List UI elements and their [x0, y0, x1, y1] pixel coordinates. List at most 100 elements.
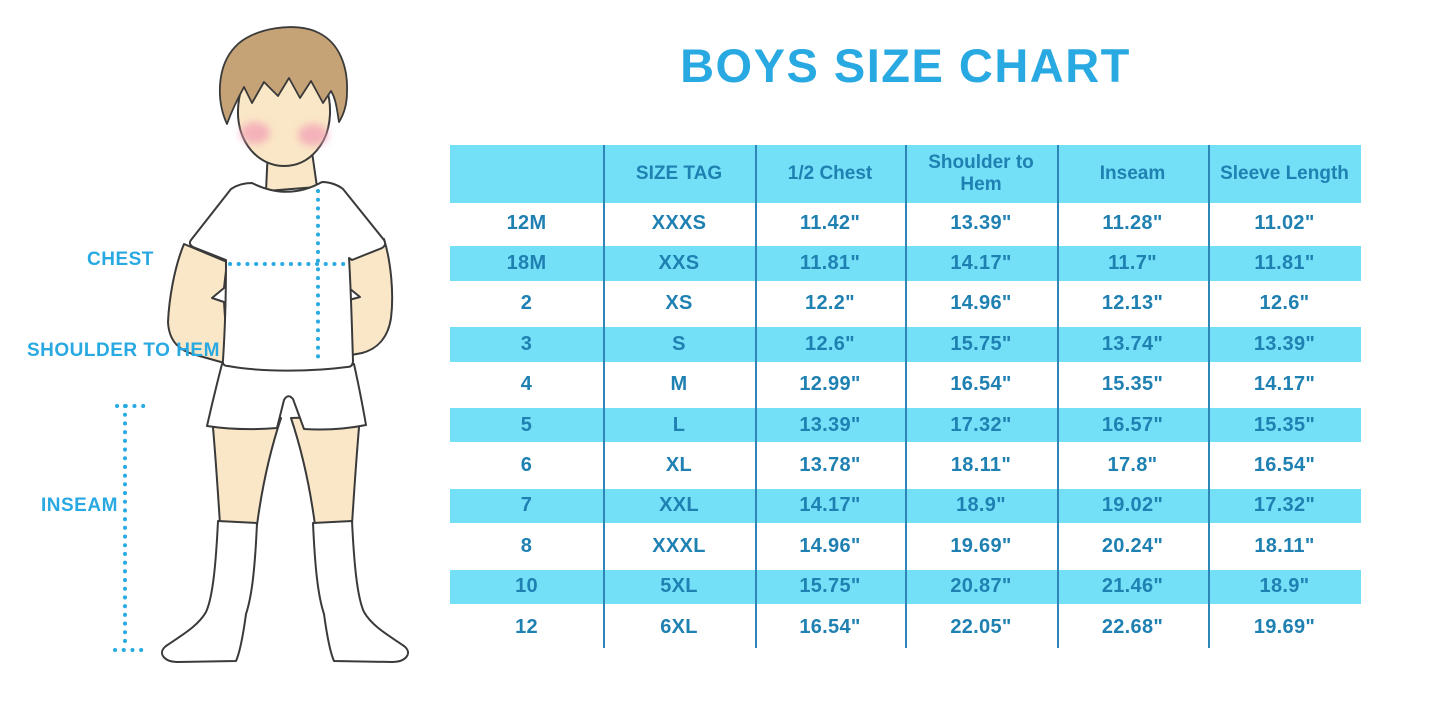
measurement-cell: 15.75": [905, 324, 1057, 365]
measurement-cell: 16.54": [1253, 454, 1316, 477]
size-cell: 12: [515, 615, 538, 638]
size-cell: 2: [520, 292, 533, 315]
left-leg: [211, 415, 282, 526]
size-cell: 6: [520, 454, 533, 477]
measurement-cell: 22.68": [1101, 615, 1164, 638]
measurement-cell: 13.39": [755, 404, 905, 446]
right-sock: [312, 520, 409, 663]
column-header: 1/2 Chest: [755, 145, 905, 203]
right-leg: [290, 415, 361, 526]
measurement-cell: 18.9": [905, 485, 1057, 527]
table-row: 12 6XL 16.54" 22.05" 22.68" 19.69": [450, 607, 1361, 647]
measurement-cell: 21.46": [1057, 566, 1208, 607]
measurement-cell: 17.32": [1208, 485, 1361, 527]
measurement-cell: 15.35": [1208, 404, 1361, 446]
column-divider: [755, 145, 757, 648]
table-row: 5 L 13.39" 17.32" 16.57" 15.35": [450, 404, 1361, 446]
measurement-cell: 15.35": [1101, 373, 1164, 396]
measurement-cell: 14.17": [755, 485, 905, 527]
measurement-cell: 19.69": [1253, 615, 1316, 638]
size-cell: 10: [450, 566, 603, 607]
measurement-cell: 17.32": [905, 404, 1057, 446]
column-divider: [905, 145, 907, 648]
measurement-cell: 12.99": [799, 373, 861, 396]
size-cell: 7: [450, 485, 603, 527]
size-table-container: SIZE TAG 1/2 Chest Shoulder to Hem Inseam Sl…: [450, 145, 1361, 648]
measurement-cell: 12.6": [1259, 292, 1310, 315]
measurement-cell: 18.11": [950, 454, 1012, 477]
table-row: 4 M 12.99" 16.54" 15.35" 14.17": [450, 365, 1361, 405]
measurement-cell: XS: [665, 292, 693, 315]
measurement-cell: 18.9": [1208, 566, 1361, 607]
table-row: 18M XXS 11.81" 14.17" 11.7" 11.81": [450, 243, 1361, 284]
measurement-cell: 12.13": [1101, 292, 1164, 315]
measurement-cell: 11.42": [799, 211, 861, 234]
measurement-cell: 14.96": [799, 534, 861, 557]
size-table: SIZE TAG 1/2 Chest Shoulder to Hem Inseam Sl…: [450, 145, 1361, 647]
measurement-cell: 11.28": [1102, 211, 1163, 234]
column-header: Shoulder to Hem: [905, 145, 1057, 203]
measurement-cell: 12.6": [755, 324, 905, 365]
measurement-cell: 16.57": [1057, 404, 1208, 446]
measurement-cell: XXL: [603, 485, 755, 527]
left-arm: [167, 243, 229, 365]
measurement-cell: 12.2": [805, 292, 855, 315]
left-sock: [161, 520, 258, 663]
table-row: 3 S 12.6" 15.75" 13.74" 13.39": [450, 324, 1361, 365]
measurement-cell: 14.96": [950, 292, 1012, 315]
measurement-cell: 16.54": [799, 615, 861, 638]
measurement-cell: XXXL: [652, 534, 706, 557]
chest-label: CHEST: [87, 249, 154, 270]
measurement-cell: 19.69": [950, 534, 1012, 557]
right-cheek-blush: [298, 124, 328, 146]
page-title: BOYS SIZE CHART: [680, 39, 1131, 92]
size-cell: 4: [520, 373, 533, 396]
boy-measurement-illustration: [113, 26, 409, 663]
size-cell: 8: [520, 534, 533, 557]
left-cheek-blush: [240, 122, 270, 144]
size-cell: 12M: [506, 211, 547, 234]
measurement-cell: M: [670, 373, 688, 396]
measurement-cell: 13.78": [799, 454, 861, 477]
column-divider: [1208, 145, 1210, 648]
measurement-cell: 13.74": [1057, 324, 1208, 365]
measurement-cell: 18.11": [1254, 534, 1315, 557]
measurement-cell: 20.24": [1101, 534, 1164, 557]
shoulder-to-hem-label: SHOULDER TO HEM: [27, 340, 220, 361]
t-shirt: [188, 181, 387, 372]
measurement-cell: S: [603, 324, 755, 365]
measurement-cell: 14.17": [1253, 373, 1316, 396]
measurement-cell: 11.7": [1057, 243, 1208, 284]
size-cell: 5: [450, 404, 603, 446]
table-row: 8 XXXL 14.96" 19.69" 20.24" 18.11": [450, 526, 1361, 566]
measurement-cell: XL: [665, 454, 693, 477]
size-cell: 3: [450, 324, 603, 365]
measurement-cell: 13.39": [1208, 324, 1361, 365]
table-row: 6 XL 13.78" 18.11" 17.8" 16.54": [450, 445, 1361, 485]
measurement-cell: 6XL: [660, 615, 698, 638]
shorts: [206, 363, 367, 431]
table-row: 10 5XL 15.75" 20.87" 21.46" 18.9": [450, 566, 1361, 607]
measurement-cell: 13.39": [950, 211, 1012, 234]
measurement-cell: XXXS: [651, 211, 707, 234]
measurement-cell: XXS: [603, 243, 755, 284]
measurement-cell: 11.02": [1254, 211, 1315, 234]
measurement-cell: 22.05": [950, 615, 1012, 638]
measurement-cell: 17.8": [1107, 454, 1158, 477]
measurement-cell: 14.17": [905, 243, 1057, 284]
column-header: [450, 145, 603, 203]
measurement-cell: 11.81": [1208, 243, 1361, 284]
column-divider: [1057, 145, 1059, 648]
table-row: 12M XXXS 11.42" 13.39" 11.28" 11.02": [450, 203, 1361, 243]
measurement-figure: CHEST SHOULDER TO HEM INSEAM: [0, 0, 450, 723]
inseam-label: INSEAM: [41, 495, 118, 516]
measurement-cell: 16.54": [950, 373, 1012, 396]
column-header: Inseam: [1057, 145, 1208, 203]
measurement-cell: 11.81": [755, 243, 905, 284]
measurement-cell: 15.75": [755, 566, 905, 607]
measurement-cell: L: [603, 404, 755, 446]
measurement-cell: 19.02": [1057, 485, 1208, 527]
measurement-cell: 5XL: [603, 566, 755, 607]
measurement-cell: 20.87": [905, 566, 1057, 607]
